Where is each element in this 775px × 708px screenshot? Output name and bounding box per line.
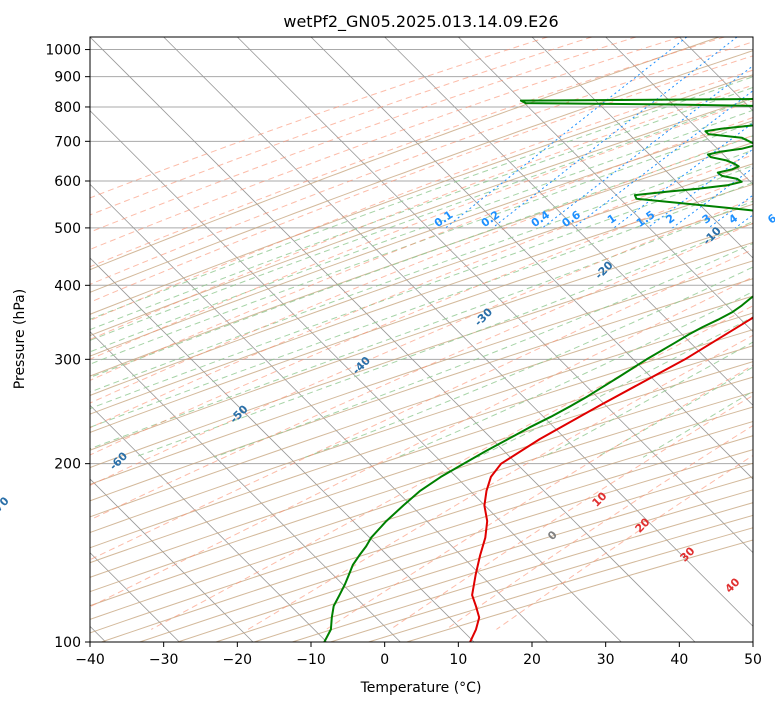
isotherm-line [605,37,753,185]
background-lines [90,37,753,642]
mixing-ratio-line [445,37,688,229]
saturated-adiabat [90,69,753,322]
saturated-adiabat [247,334,753,630]
dry-adiabat [90,50,753,293]
mixing-ratio-line [492,37,738,229]
isotherm-line [384,37,753,406]
dry-adiabat [90,391,753,607]
dry-adiabat [90,329,753,549]
chart-title: wetPf2_GN05.2025.013.14.09.E26 [283,12,558,32]
moist-adiabat [90,181,753,428]
dry-adiabat [90,97,753,337]
y-tick-label: 500 [54,221,81,237]
dry-adiabat [90,142,753,377]
dry-adiabat [90,203,753,433]
x-tick-label: −30 [149,652,179,668]
mixing-ratio-line [613,122,753,229]
saturated-adiabat [90,116,753,381]
isotherm-line [90,110,622,642]
moist-adiabat [90,98,753,341]
dry-adiabat [90,295,753,518]
isotherm-label: -70 [0,494,12,517]
moist-adiabat [305,266,753,458]
dry-adiabat [90,74,753,315]
moist-adiabat [90,200,753,450]
y-tick-label: 100 [54,635,81,651]
isotherm-line [90,331,401,642]
dry-adiabat [90,37,720,271]
saturated-adiabat [325,364,753,630]
saturated-adiabat [90,37,548,199]
plot-frame [89,36,754,643]
isotherm-line [90,257,475,642]
saturated-adiabat [90,37,637,233]
x-tick-label: −20 [223,652,253,668]
moist-adiabat [90,122,753,365]
x-tick-label: 10 [449,652,467,668]
dry-adiabat [90,260,753,485]
dry-adiabat [90,120,753,357]
dry-adiabat [90,278,753,502]
x-tick-label: 50 [744,652,762,668]
y-tick-label: 400 [54,278,81,294]
saturated-adiabat [90,84,753,341]
isotherm-line [163,37,753,627]
x-tick-label: −40 [75,652,105,668]
x-tick-label: 0 [380,652,389,668]
x-tick-label: −10 [296,652,326,668]
x-axis-label: Temperature (°C) [360,680,482,696]
y-axis-ticks: 100 200 300 400 500 600 700 800 900 1000 [45,43,90,651]
moist-adiabat [90,135,753,378]
y-tick-label: 600 [54,174,81,190]
isotherm-line [90,404,327,642]
isotherm-line [90,183,548,642]
saturated-adiabat [90,41,753,285]
moist-adiabat [90,149,753,393]
y-tick-label: 800 [54,100,81,116]
saturated-adiabat [90,198,753,486]
isotherm-line [458,37,753,333]
dewpoint-profile [323,97,753,642]
y-tick-label: 700 [54,134,81,150]
y-tick-label: 300 [54,352,81,368]
y-tick-label: 900 [54,70,81,86]
x-tick-label: 30 [597,652,615,668]
saturated-adiabat [90,154,753,429]
saturated-adiabat [90,37,593,216]
x-tick-label: 20 [523,652,541,668]
x-axis-ticks: −40 −30 −20 −10 0 10 20 30 40 50 [75,642,762,668]
saturated-adiabat [90,100,753,360]
y-axis-label: Pressure (hPa) [12,289,28,389]
y-tick-label: 200 [54,457,81,473]
saturated-adiabat [90,55,753,303]
moist-adiabat [134,220,753,458]
profile-lines [323,97,753,642]
moist-adiabat [214,242,753,458]
dry-adiabat [90,361,753,578]
x-tick-label: 40 [670,652,688,668]
dry-adiabat [90,312,753,534]
dry-adiabat [90,223,753,451]
isotherm-line [90,37,696,642]
saturated-adiabat [90,175,753,456]
temperature-profile [469,316,753,642]
dry-adiabat [90,376,753,593]
y-tick-label: 1000 [45,43,81,59]
dry-adiabat [90,241,753,469]
mixing-ratio-label: 6 [765,211,775,226]
